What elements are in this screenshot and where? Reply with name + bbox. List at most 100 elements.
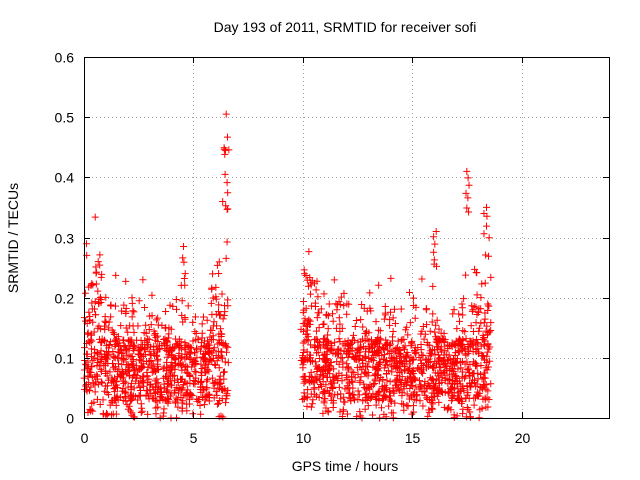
data-point xyxy=(338,371,346,379)
data-point xyxy=(354,370,362,378)
data-point xyxy=(478,404,486,412)
data-point xyxy=(121,355,129,363)
data-point xyxy=(467,322,475,330)
data-point xyxy=(448,386,456,394)
data-point xyxy=(299,327,307,335)
data-point xyxy=(424,396,432,404)
data-point xyxy=(304,337,312,345)
data-point xyxy=(315,393,323,401)
data-point xyxy=(391,320,399,328)
data-point xyxy=(315,354,323,362)
data-point xyxy=(455,310,463,318)
data-point xyxy=(446,355,454,363)
data-point xyxy=(478,280,486,288)
data-point xyxy=(144,363,152,371)
data-point xyxy=(344,342,352,350)
data-point xyxy=(215,399,223,407)
data-point xyxy=(189,318,197,326)
data-point xyxy=(223,205,231,213)
data-point xyxy=(210,384,218,392)
data-point xyxy=(451,373,459,381)
data-point xyxy=(123,351,131,359)
axis-ticks: 0 0.1 0.2 0.3 0.4 0.5 0.6 0 5 10 15 20 xyxy=(55,50,609,446)
data-point xyxy=(372,337,380,345)
data-point xyxy=(177,338,185,346)
data-point xyxy=(216,396,224,404)
data-point xyxy=(375,343,383,351)
data-point xyxy=(410,395,418,403)
data-point xyxy=(419,362,427,369)
data-point xyxy=(122,397,130,405)
y-tick-label: 0.4 xyxy=(55,170,75,186)
x-tick-label: 20 xyxy=(515,430,531,446)
data-point xyxy=(122,361,130,369)
data-point xyxy=(139,379,147,387)
data-point xyxy=(183,407,191,415)
data-point xyxy=(205,397,213,405)
data-point xyxy=(350,331,358,339)
data-point xyxy=(363,384,371,392)
data-point xyxy=(110,363,118,371)
data-point xyxy=(455,397,463,405)
data-point xyxy=(329,397,337,405)
data-point xyxy=(324,325,332,333)
data-point xyxy=(81,289,89,297)
data-point xyxy=(340,302,348,310)
data-point xyxy=(108,376,116,384)
data-point xyxy=(124,405,132,413)
data-point xyxy=(362,385,370,393)
data-point xyxy=(147,380,155,388)
data-point xyxy=(479,385,487,393)
data-point xyxy=(352,352,360,360)
data-point xyxy=(428,318,436,326)
data-point xyxy=(481,279,489,287)
data-point xyxy=(193,344,201,352)
data-point xyxy=(82,382,90,390)
data-point xyxy=(107,411,115,419)
data-point xyxy=(356,363,364,371)
data-point xyxy=(420,335,428,343)
data-point xyxy=(300,266,308,274)
data-point xyxy=(431,240,439,248)
data-point xyxy=(314,348,322,356)
data-point xyxy=(209,354,217,362)
data-point xyxy=(199,313,207,321)
data-point xyxy=(224,296,232,304)
data-point xyxy=(402,353,410,361)
data-point xyxy=(87,368,95,376)
data-point xyxy=(87,282,95,290)
data-point xyxy=(300,297,308,305)
data-point xyxy=(100,336,108,344)
data-point xyxy=(388,362,396,370)
data-point xyxy=(121,378,129,386)
data-point xyxy=(447,385,455,393)
data-point xyxy=(461,328,469,336)
data-point xyxy=(327,345,335,353)
data-point xyxy=(459,311,467,319)
data-point xyxy=(360,304,368,312)
data-point xyxy=(209,379,217,387)
data-point xyxy=(159,365,167,373)
data-point xyxy=(91,311,99,319)
data-point xyxy=(313,314,321,322)
data-point xyxy=(202,385,210,393)
data-point xyxy=(88,299,96,307)
data-point xyxy=(299,354,307,362)
data-point xyxy=(84,409,92,417)
data-point xyxy=(382,336,390,344)
data-point xyxy=(176,375,184,383)
data-point xyxy=(119,336,127,344)
data-point xyxy=(465,181,473,189)
data-point xyxy=(154,314,162,322)
data-point xyxy=(312,335,320,343)
data-point xyxy=(366,289,374,297)
data-point xyxy=(128,294,136,302)
data-point xyxy=(161,324,169,332)
data-point xyxy=(406,360,414,368)
data-point xyxy=(87,330,95,338)
data-point xyxy=(477,370,485,378)
data-point xyxy=(84,372,92,380)
data-point xyxy=(324,331,332,339)
data-point xyxy=(148,291,156,299)
data-point xyxy=(483,394,491,402)
